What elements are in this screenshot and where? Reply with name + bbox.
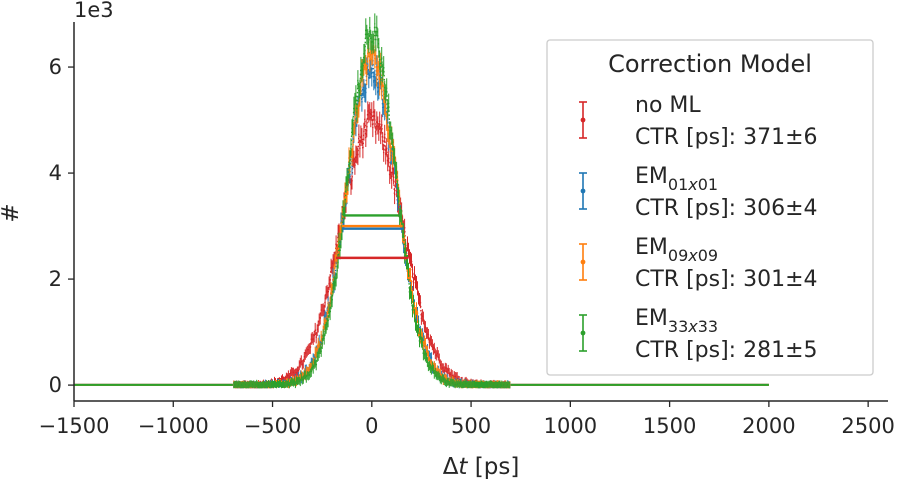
legend-title: Correction Model [608,50,812,78]
x-tick-label: 1000 [544,414,597,438]
x-tick-label: 2000 [742,414,795,438]
legend-name-sub: 09x09 [668,246,718,265]
x-tick-label: 1500 [643,414,696,438]
legend-entry-0: no ML CTR [ps]: 371±6 [579,93,818,150]
legend-name-sub-rest: 09 [698,246,718,265]
legend-name: EM09x09 [635,235,718,265]
legend-name-base: EM [635,306,668,331]
legend-frame [546,39,874,376]
y-tick-label: 2 [49,267,62,291]
x-axis-title-unit: [ps] [467,454,519,480]
series-layer [74,13,769,389]
x-tick-label: 500 [451,414,491,438]
x-tick-label: 2500 [841,414,894,438]
legend-name: no ML [635,93,701,118]
y-ticks: 0 2 4 6 [49,55,74,397]
legend-marker-dot [580,259,586,265]
series-points [233,108,510,387]
y-tick-label: 0 [49,373,62,397]
legend-ctr: CTR [ps]: 371±6 [635,125,818,150]
legend-name-sub-x: x [687,175,698,194]
legend-marker-dot [580,117,586,123]
x-axis-title: Δt [ps] [443,454,520,480]
legend-marker-dot [580,188,586,194]
legend-name-sub-x: x [687,246,698,265]
legend-name-base: EM [635,235,668,260]
x-ticks: −1500 −1000 −500 0 500 1000 1500 2000 2500 [38,401,895,438]
legend-name: EM33x33 [635,306,718,336]
x-tick-label: 0 [365,414,378,438]
legend-name-sub: 01x01 [668,175,718,194]
legend-name-sub: 33x33 [668,317,718,336]
legend-marker-dot [580,330,586,336]
series-3 [74,13,769,389]
x-tick-label: −1500 [38,414,109,438]
legend-name-base: no ML [635,93,701,118]
x-tick-label: −500 [244,414,302,438]
x-axis-title-prefix: Δ [443,454,459,480]
legend-name-sub-rest: 01 [698,175,718,194]
legend-name: EM01x01 [635,164,718,194]
legend-name-base: EM [635,164,668,189]
legend-ctr: CTR [ps]: 306±4 [635,196,818,221]
y-axis-title: # [0,203,24,222]
legend-ctr: CTR [ps]: 301±4 [635,267,818,292]
x-axis-title-var: t [458,454,468,480]
y-tick-label: 4 [49,161,62,185]
legend-name-sub-rest: 33 [698,317,718,336]
x-tick-label: −1000 [138,414,209,438]
fwhm-layer [336,214,409,260]
plot-area [74,13,769,389]
legend-ctr: CTR [ps]: 281±5 [635,338,818,363]
y-tick-label: 6 [49,55,62,79]
y-scale-label: 1e3 [74,0,114,22]
legend-name-sub-x: x [687,317,698,336]
